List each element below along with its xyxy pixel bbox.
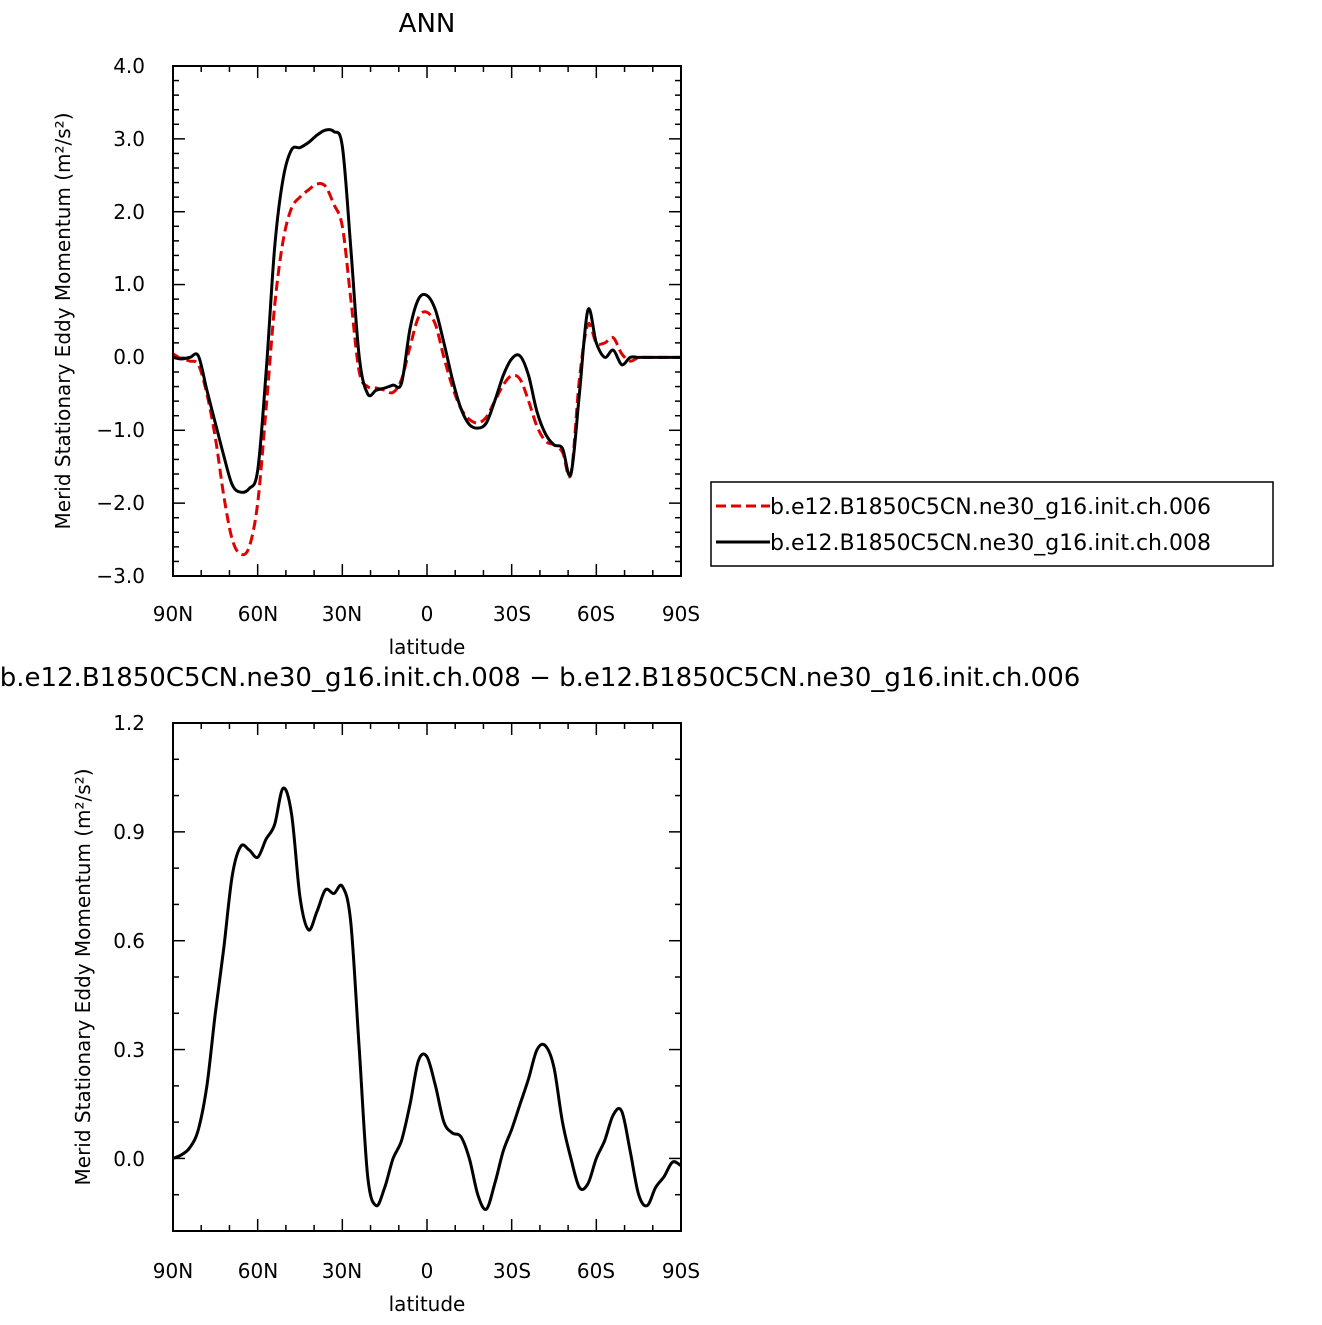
x-tick-label: 30S [493,602,531,626]
tick-marks [172,65,682,577]
legend-entry: b.e12.B1850C5CN.ne30_g16.init.ch.008 [770,531,1211,556]
plot-frame [172,65,682,577]
panel-difference: b.e12.B1850C5CN.ne30_g16.init.ch.008 − b… [0,663,1080,1316]
y-axis-label: Merid Stationary Eddy Momentum (m²/s²) [71,769,95,1186]
y-tick-label: 1.2 [113,711,145,735]
x-tick-label: 0 [421,1259,434,1283]
y-tick-labels: 4.0 3.0 2.0 1.0 0.0 −1.0 −2.0 −3.0 [96,54,145,588]
x-tick-label: 60S [577,602,615,626]
x-tick-labels: 90N 60N 30N 0 30S 60S 90S [153,1259,700,1283]
x-tick-label: 0 [421,602,434,626]
x-tick-label: 30N [322,602,362,626]
x-tick-labels: 90N 60N 30N 0 30S 60S 90S [153,602,700,626]
series-group [173,128,681,557]
x-tick-label: 30N [322,1259,362,1283]
series-group [173,786,681,1211]
x-tick-label: 90S [662,602,700,626]
y-tick-label: 0.0 [113,345,145,369]
tick-marks [172,722,682,1232]
y-tick-label: 4.0 [113,54,145,78]
x-tick-label: 90N [153,602,193,626]
y-tick-label: 0.6 [113,929,145,953]
legend: b.e12.B1850C5CN.ne30_g16.init.ch.006 b.e… [710,481,1274,567]
x-axis-label: latitude [389,635,466,659]
chart-title: ANN [399,9,456,39]
y-tick-label: −3.0 [96,564,145,588]
y-tick-label: 0.3 [113,1038,145,1062]
y-tick-label: 1.0 [113,272,145,296]
x-axis-label: latitude [389,1292,466,1316]
series-line-solid [173,786,681,1211]
y-tick-label: 3.0 [113,127,145,151]
series-line-dashed [173,182,681,557]
x-tick-label: 60S [577,1259,615,1283]
x-tick-label: 90S [662,1259,700,1283]
chart-title: b.e12.B1850C5CN.ne30_g16.init.ch.008 − b… [0,663,1080,693]
series-line-solid [173,128,681,494]
plot-frame [172,722,682,1232]
y-tick-label: −1.0 [96,418,145,442]
panel-annual-comparison: ANN Merid Stationary Eddy Momentum (m²/s… [51,9,1274,659]
x-tick-label: 30S [493,1259,531,1283]
legend-entry: b.e12.B1850C5CN.ne30_g16.init.ch.006 [770,495,1211,520]
x-tick-label: 60N [238,602,278,626]
y-tick-labels: 1.2 0.9 0.6 0.3 0.0 [113,711,145,1171]
y-tick-label: 0.9 [113,820,145,844]
y-tick-label: −2.0 [96,491,145,515]
y-axis-label: Merid Stationary Eddy Momentum (m²/s²) [51,113,75,530]
legend-frame [710,481,1274,567]
y-tick-label: 0.0 [113,1147,145,1171]
y-tick-label: 2.0 [113,200,145,224]
x-tick-label: 60N [238,1259,278,1283]
x-tick-label: 90N [153,1259,193,1283]
